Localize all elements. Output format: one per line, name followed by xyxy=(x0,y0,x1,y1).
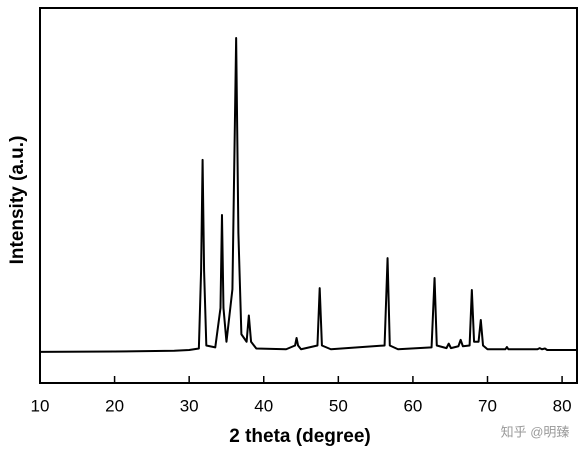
x-axis-label: 2 theta (degree) xyxy=(229,426,370,447)
x-tick-label: 30 xyxy=(180,396,199,415)
x-tick-label: 10 xyxy=(31,396,50,415)
x-tick-label: 40 xyxy=(254,396,273,415)
y-axis-label: Intensity (a.u.) xyxy=(7,136,28,265)
x-tick-label: 70 xyxy=(478,396,497,415)
watermark: 知乎 @明臻 xyxy=(501,424,570,439)
x-tick-label: 50 xyxy=(329,396,348,415)
x-tick-label: 80 xyxy=(553,396,572,415)
x-tick-label: 20 xyxy=(105,396,124,415)
xrd-line xyxy=(39,37,577,353)
plot-frame xyxy=(39,7,578,384)
x-tick-label: 60 xyxy=(403,396,422,415)
